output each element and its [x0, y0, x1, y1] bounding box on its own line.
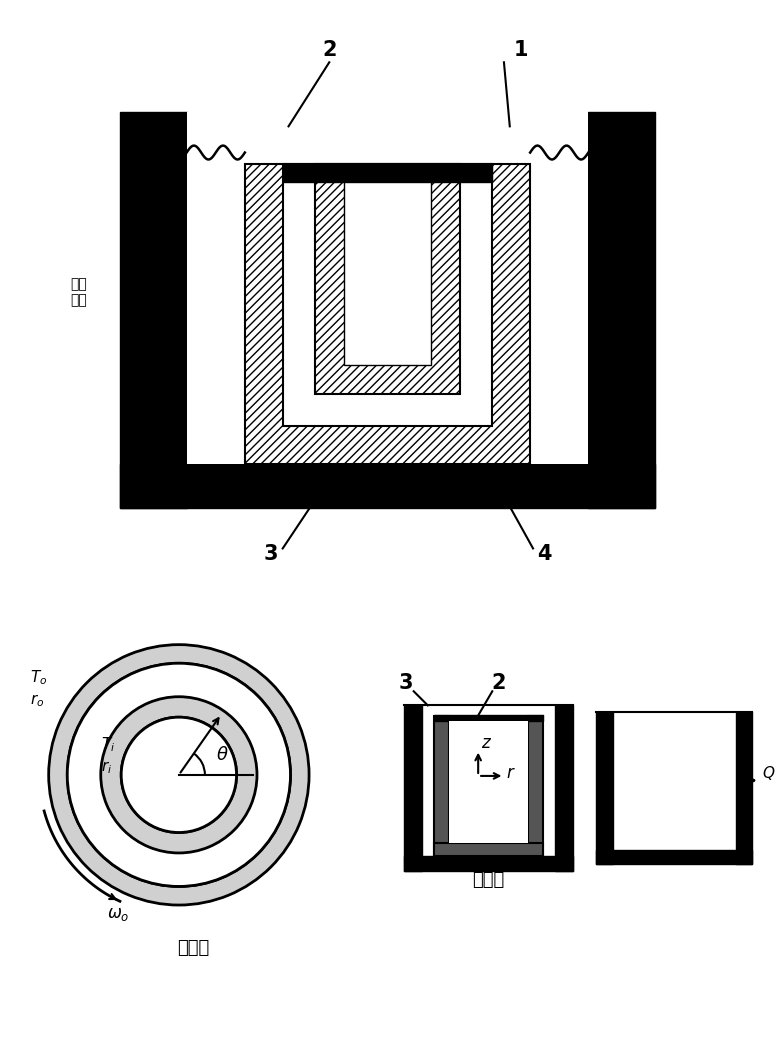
- Bar: [530, 165, 588, 464]
- Text: 热流
方向: 热流 方向: [71, 277, 88, 307]
- Bar: [187, 165, 245, 464]
- Bar: [187, 112, 588, 165]
- Bar: [528, 717, 542, 855]
- Text: 侧视图: 侧视图: [472, 871, 505, 889]
- Text: $T_i$: $T_i$: [101, 735, 115, 754]
- Circle shape: [67, 663, 291, 887]
- Bar: [596, 850, 753, 865]
- Text: $\omega_o$: $\omega_o$: [107, 905, 129, 923]
- Bar: [245, 165, 530, 464]
- Bar: [555, 705, 573, 871]
- Text: 2: 2: [322, 41, 336, 61]
- Circle shape: [121, 717, 236, 832]
- Bar: [283, 165, 492, 427]
- Text: $T_o$: $T_o$: [30, 668, 47, 686]
- Text: $z$: $z$: [481, 734, 492, 751]
- Bar: [283, 165, 492, 181]
- Text: 3: 3: [398, 673, 413, 694]
- Bar: [344, 165, 431, 365]
- Bar: [119, 112, 187, 507]
- Text: $r$: $r$: [506, 764, 516, 782]
- Bar: [404, 705, 422, 871]
- Bar: [449, 721, 528, 844]
- Bar: [434, 844, 542, 855]
- Bar: [596, 712, 613, 865]
- Text: $r_o$: $r_o$: [30, 692, 44, 708]
- Text: $Q_{ac}$: $Q_{ac}$: [762, 765, 775, 783]
- Bar: [119, 464, 656, 507]
- Text: 3: 3: [264, 544, 278, 564]
- Text: $\theta$: $\theta$: [216, 746, 229, 764]
- Text: 4: 4: [537, 544, 552, 564]
- Bar: [315, 165, 460, 394]
- Text: 2: 2: [491, 673, 505, 694]
- Bar: [434, 716, 542, 721]
- Bar: [588, 112, 656, 507]
- Text: 俧视图: 俧视图: [177, 939, 210, 958]
- Bar: [434, 717, 449, 855]
- Bar: [404, 855, 573, 871]
- Bar: [735, 712, 753, 865]
- Text: 1: 1: [514, 41, 529, 61]
- Text: $r_i$: $r_i$: [101, 759, 112, 776]
